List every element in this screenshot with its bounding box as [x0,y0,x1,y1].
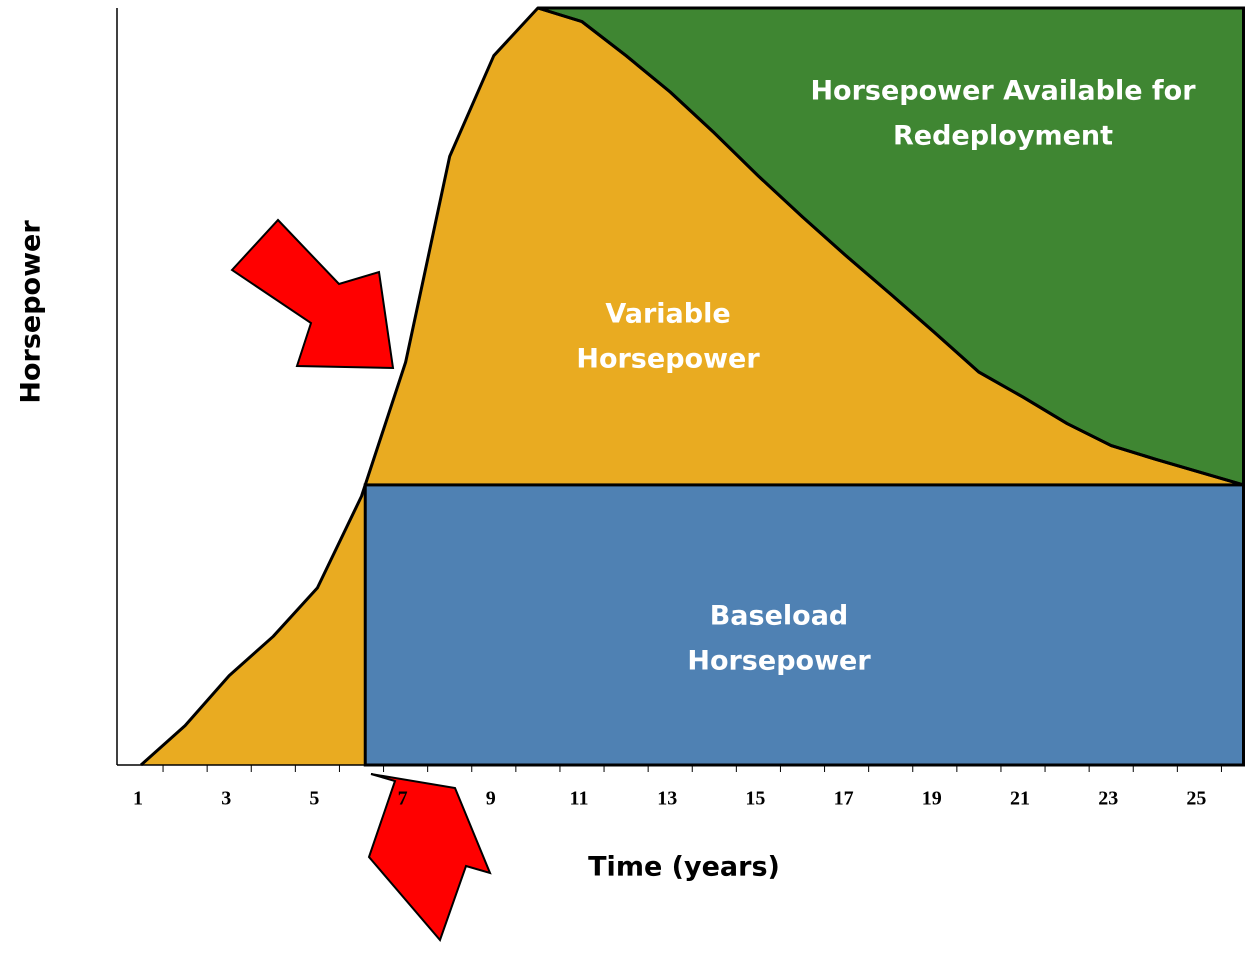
region-label: Redeployment [893,121,1113,152]
baseload-area [363,483,1245,767]
x-tick-label: 1 [133,788,143,810]
x-axis-label: Time (years) [588,852,780,883]
y-axis-label: Horsepower [16,220,47,404]
x-tick-label: 7 [398,788,408,810]
region-label: Horsepower Available for [810,76,1196,107]
region-label: Variable [605,299,730,330]
x-tick-label: 9 [486,788,496,810]
region-label: Horsepower [687,646,871,677]
region-label: Baseload [710,601,849,632]
curve [140,6,1244,767]
x-tick-label: 19 [922,788,942,810]
x-tick-label: 15 [745,788,765,810]
region-label: Horsepower [576,344,760,375]
x-tick-label: 11 [570,788,589,810]
x-tick-label: 13 [657,788,677,810]
x-tick-label: 5 [309,788,319,810]
arrow [367,773,492,942]
x-tick-label: 17 [834,788,854,810]
x-tick-label: 25 [1186,788,1206,810]
x-tick-label: 23 [1098,788,1118,810]
arrows [230,218,492,942]
x-tick-label: 3 [221,788,231,810]
x-tick-label: 21 [1010,788,1030,810]
arrow [230,218,395,370]
